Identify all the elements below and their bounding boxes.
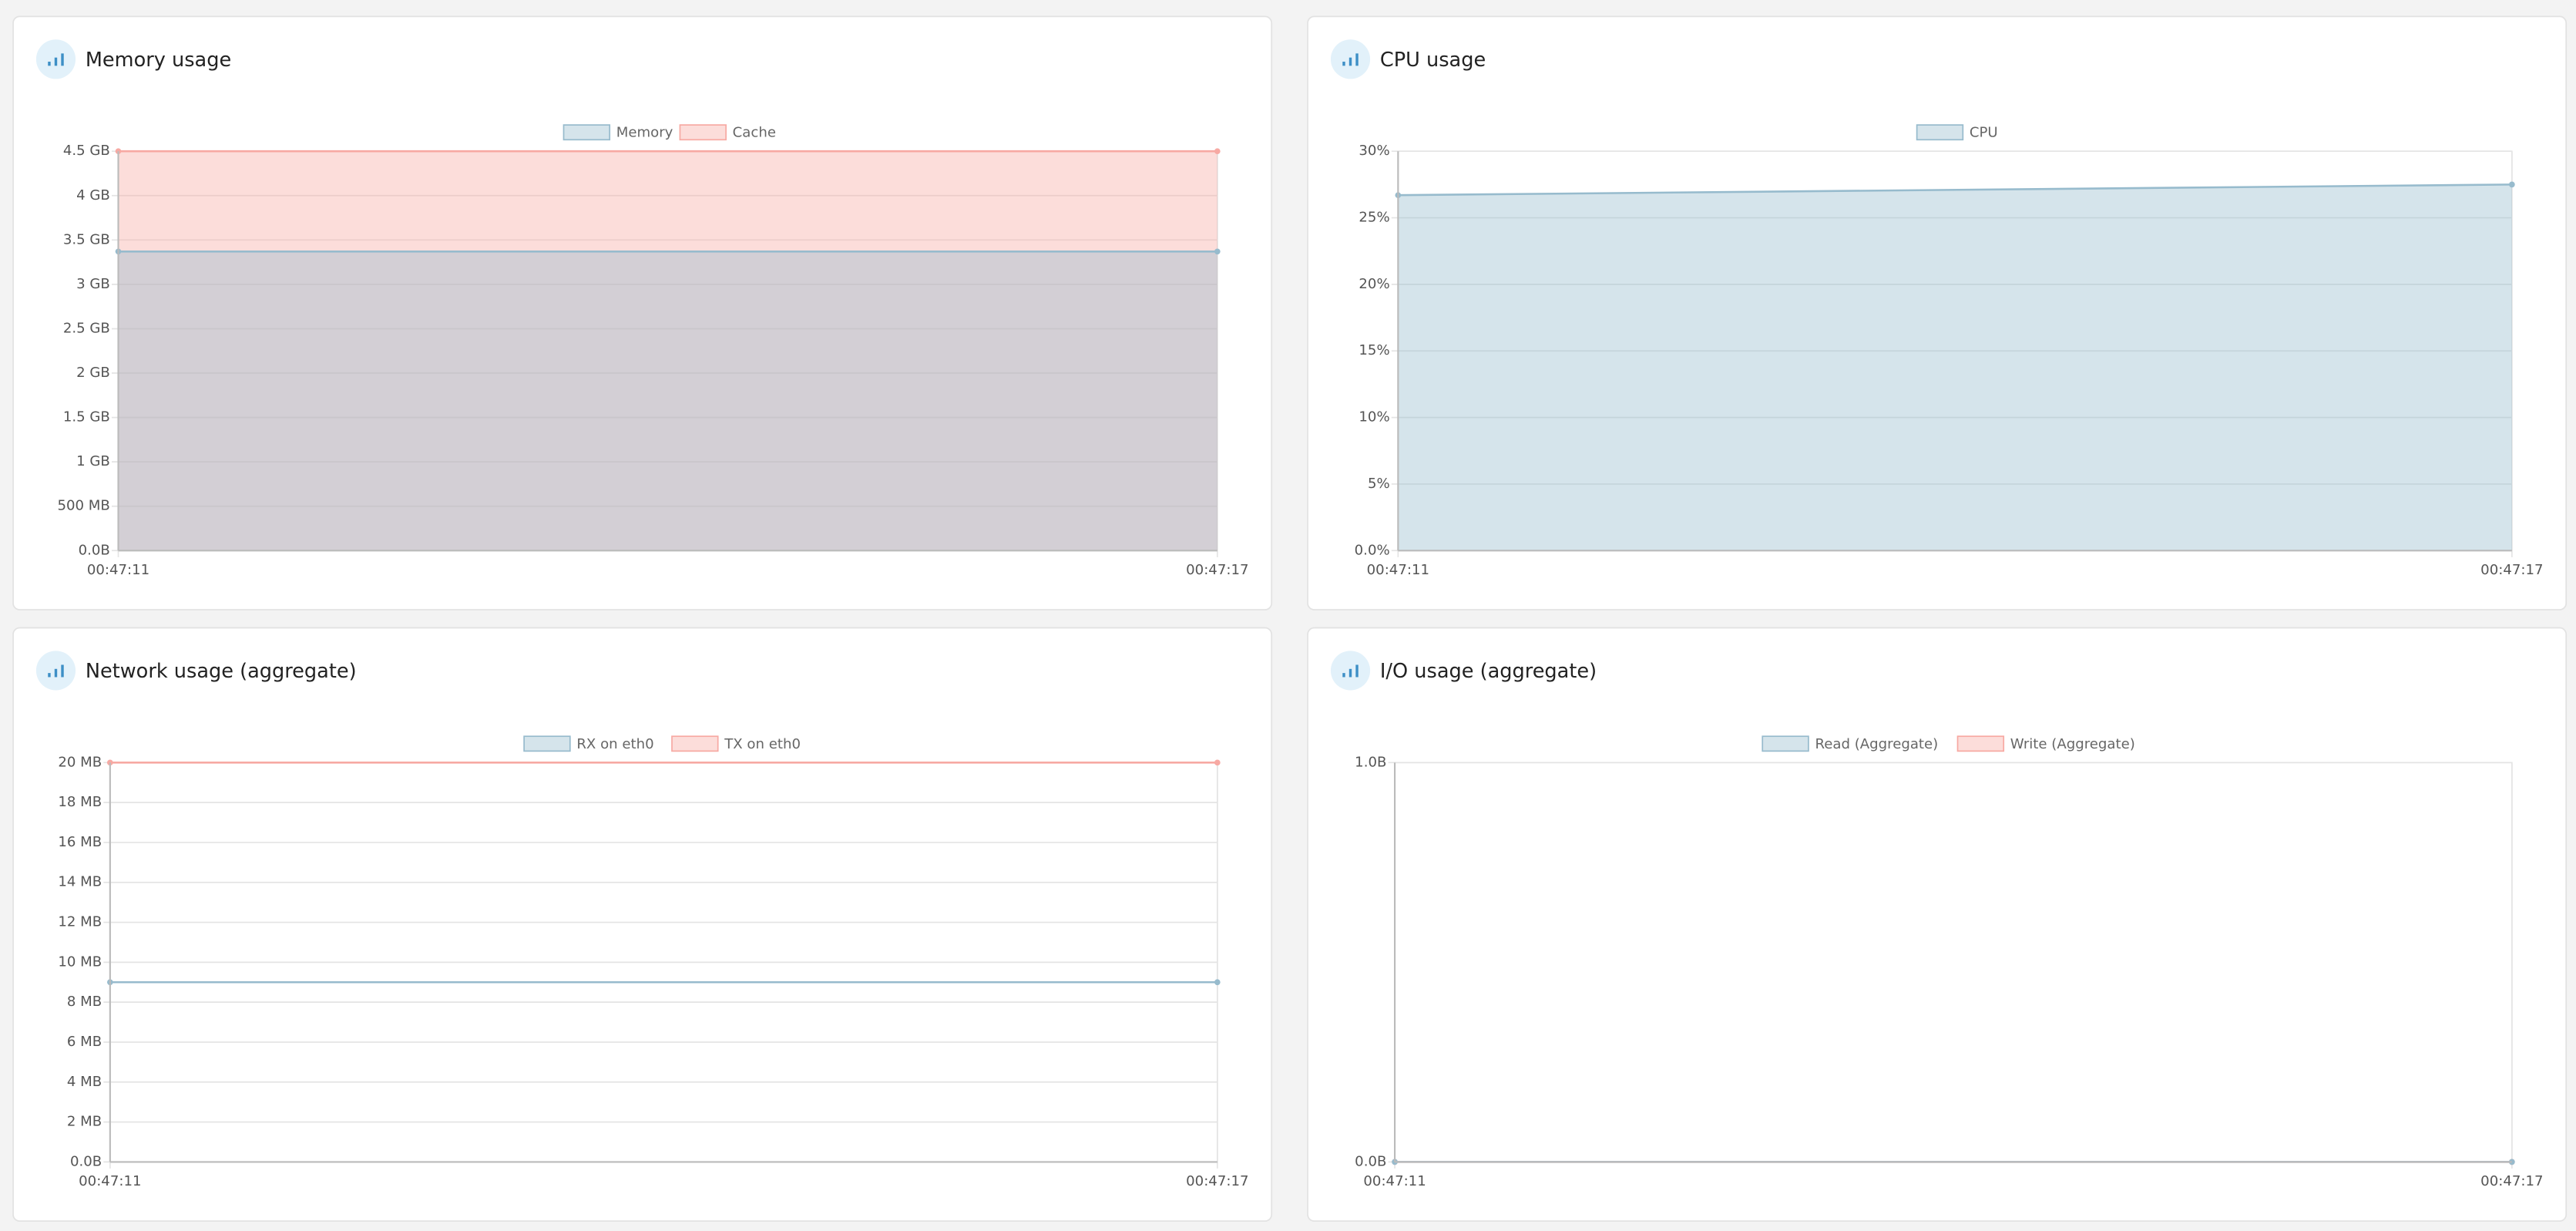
card-bg (1307, 627, 2568, 1223)
point (115, 148, 122, 155)
card-bg (12, 627, 1273, 1223)
card-icon-bar (54, 57, 58, 66)
card-title: I/O usage (aggregate) (1380, 660, 1597, 683)
legend-label: Read (Aggregate) (1815, 736, 1938, 752)
y-tick-label: 0.0B (1355, 1153, 1386, 1169)
y-tick-label: 10% (1359, 409, 1389, 425)
y-tick-label: 500 MB (57, 498, 109, 514)
point (2509, 1159, 2515, 1165)
card-icon-bar (1348, 668, 1352, 678)
area (118, 251, 1217, 551)
card-icon-bar (1342, 673, 1345, 678)
y-tick-label: 20% (1359, 276, 1389, 292)
y-tick-label: 20 MB (58, 754, 102, 770)
card-icon-bar (1348, 57, 1352, 66)
legend-label: RX on eth0 (576, 736, 653, 752)
legend-swatch (679, 124, 727, 141)
card-title: Network usage (aggregate) (86, 660, 357, 683)
y-tick-label: 2.5 GB (63, 320, 110, 336)
y-tick-label: 0.0B (79, 542, 110, 558)
y-tick-label: 3.5 GB (63, 231, 110, 247)
y-tick-label: 0.0B (70, 1153, 102, 1169)
y-tick-label: 4.5 GB (63, 143, 110, 159)
y-tick-label: 1.5 GB (63, 409, 110, 425)
legend-swatch (1762, 735, 1809, 752)
x-tick-label: 00:47:17 (2480, 562, 2543, 578)
card-icon-bar (1355, 53, 1359, 66)
x-tick-label: 00:47:11 (1363, 1173, 1426, 1189)
y-tick-label: 1.0B (1355, 754, 1386, 770)
y-tick-label: 4 GB (76, 187, 110, 203)
point (1214, 759, 1221, 766)
legend-label: Memory (616, 125, 673, 141)
legend-label: TX on eth0 (724, 736, 801, 752)
card-icon-bar (1355, 664, 1359, 678)
legend-swatch (563, 124, 611, 141)
card-icon-bar (1342, 62, 1345, 66)
y-tick-label: 12 MB (58, 914, 102, 930)
legend-swatch (523, 735, 571, 752)
card-icon-bar (54, 668, 58, 678)
y-tick-label: 25% (1359, 210, 1389, 226)
card-title: Memory usage (86, 49, 231, 72)
y-tick-label: 6 MB (67, 1034, 102, 1050)
legend-label: Cache (733, 125, 776, 141)
legend-swatch (671, 735, 719, 752)
x-tick-label: 00:47:17 (1186, 1173, 1248, 1189)
y-tick-label: 8 MB (67, 994, 102, 1010)
x-tick-label: 00:47:17 (2480, 1173, 2543, 1189)
y-tick-label: 5% (1368, 476, 1390, 492)
point (1214, 248, 1221, 255)
y-tick-label: 1 GB (76, 453, 110, 469)
card: I/O usage (aggregate) 0.0B 1.0B 00:47:11 00:… (1307, 627, 2568, 1223)
y-tick-label: 15% (1359, 342, 1389, 358)
card-icon-bar (61, 53, 64, 66)
card-icon-bar (48, 62, 51, 66)
card-icon-bar (48, 673, 51, 678)
card-bg (1307, 15, 2568, 610)
card-title: CPU usage (1380, 49, 1486, 72)
card: CPU usage 0.0% 5% 10% 15% 20% 25% 30% 00:47:11 00… (1307, 15, 2568, 610)
line (1398, 183, 2512, 197)
x-tick-label: 00:47:17 (1186, 562, 1248, 578)
y-tick-label: 2 MB (67, 1114, 102, 1130)
y-tick-label: 10 MB (58, 954, 102, 970)
card: Memory usage 0.0B 500 MB 1 GB 1.5 GB 2 GB 2.5 … (12, 15, 1273, 610)
x-tick-label: 00:47:11 (87, 562, 149, 578)
y-tick-label: 14 MB (58, 874, 102, 890)
legend-swatch (1916, 124, 1964, 141)
y-tick-label: 4 MB (67, 1074, 102, 1090)
card-icon-bar (61, 664, 64, 678)
point (1214, 979, 1221, 986)
area (1398, 184, 2512, 551)
y-tick-label: 0.0% (1355, 542, 1390, 558)
x-tick-label: 00:47:11 (1367, 562, 1429, 578)
y-tick-label: 30% (1359, 143, 1389, 159)
y-tick-label: 16 MB (58, 834, 102, 850)
y-tick-label: 2 GB (76, 365, 110, 381)
legend-swatch (1956, 735, 2005, 752)
y-tick-label: 3 GB (76, 276, 110, 292)
x-tick-label: 00:47:11 (79, 1173, 141, 1189)
legend-label: CPU (1970, 125, 1998, 141)
point (1214, 148, 1221, 155)
y-tick-label: 18 MB (58, 794, 102, 810)
legend-label: Write (Aggregate) (2010, 736, 2135, 752)
card: Network usage (aggregate) 0.0B 2 MB 4 MB 6 M… (12, 627, 1273, 1223)
point (2509, 181, 2515, 188)
